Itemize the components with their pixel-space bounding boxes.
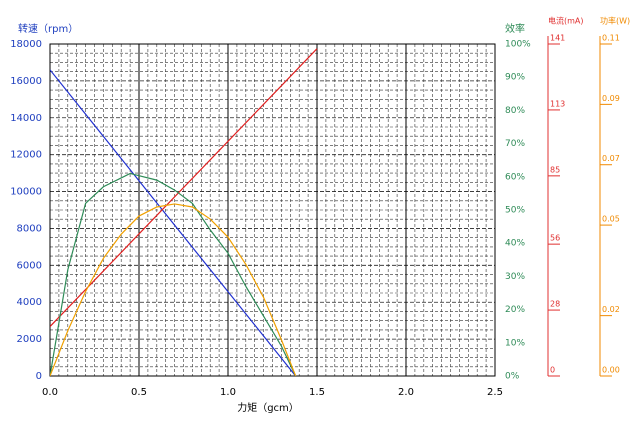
x-axis-title: 力矩（gcm） <box>237 401 299 414</box>
x-tick-label: 0.0 <box>42 387 58 398</box>
y-tick-label: 10000 <box>10 187 42 198</box>
y-axis-title: 转速（rpm） <box>18 22 78 35</box>
y3-axis-title: 电流(mA) <box>548 16 584 26</box>
y3-tick-label: 113 <box>550 99 565 108</box>
y3-tick-label: 141 <box>550 34 565 43</box>
y2-tick-label: 90% <box>505 73 525 83</box>
y-tick-label: 0 <box>36 371 42 382</box>
y-tick-label: 18000 <box>10 39 42 50</box>
y3-tick-label: 85 <box>550 165 560 174</box>
y4-tick-label: 0.11 <box>602 34 620 43</box>
y4-tick-label: 0.07 <box>602 154 620 163</box>
series-line <box>50 48 318 327</box>
y4-tick-label: 0.00 <box>602 366 620 375</box>
y2-tick-label: 40% <box>505 239 525 249</box>
y2-tick-label: 60% <box>505 172 525 182</box>
x-tick-label: 2.5 <box>487 387 503 398</box>
x-tick-label: 1.5 <box>309 387 325 398</box>
plot-border <box>49 43 496 377</box>
y3-tick-label: 0 <box>550 366 555 375</box>
y2-tick-label: 30% <box>505 272 525 282</box>
y-tick-label: 2000 <box>17 334 42 345</box>
y4-tick-label: 0.09 <box>602 94 620 103</box>
y-tick-label: 12000 <box>10 150 42 161</box>
y4-tick-label: 0.02 <box>602 305 620 314</box>
y2-axis-title: 效率 <box>505 22 525 35</box>
y-tick-label: 6000 <box>17 260 42 271</box>
x-tick-label: 1.0 <box>220 387 236 398</box>
x-tick-label: 0.5 <box>131 387 147 398</box>
series-line <box>50 69 297 376</box>
y3-tick-label: 28 <box>550 300 560 309</box>
y2-tick-label: 20% <box>505 305 525 315</box>
x-tick-label: 2.0 <box>398 387 414 398</box>
y-tick-label: 4000 <box>17 297 42 308</box>
y4-tick-label: 0.05 <box>602 215 620 224</box>
series-line <box>50 203 297 376</box>
y4-axis-title: 功率(W) <box>600 16 630 26</box>
y2-tick-label: 80% <box>505 106 525 116</box>
y2-tick-label: 10% <box>505 338 525 348</box>
y2-tick-label: 70% <box>505 139 525 149</box>
y-tick-label: 8000 <box>17 223 42 234</box>
y2-tick-label: 100% <box>505 40 531 50</box>
y-tick-label: 16000 <box>10 76 42 87</box>
y2-tick-label: 50% <box>505 206 525 216</box>
y-tick-label: 14000 <box>10 113 42 124</box>
series-line <box>50 172 297 376</box>
y3-tick-label: 56 <box>550 234 560 243</box>
y2-tick-label: 0% <box>505 372 520 382</box>
